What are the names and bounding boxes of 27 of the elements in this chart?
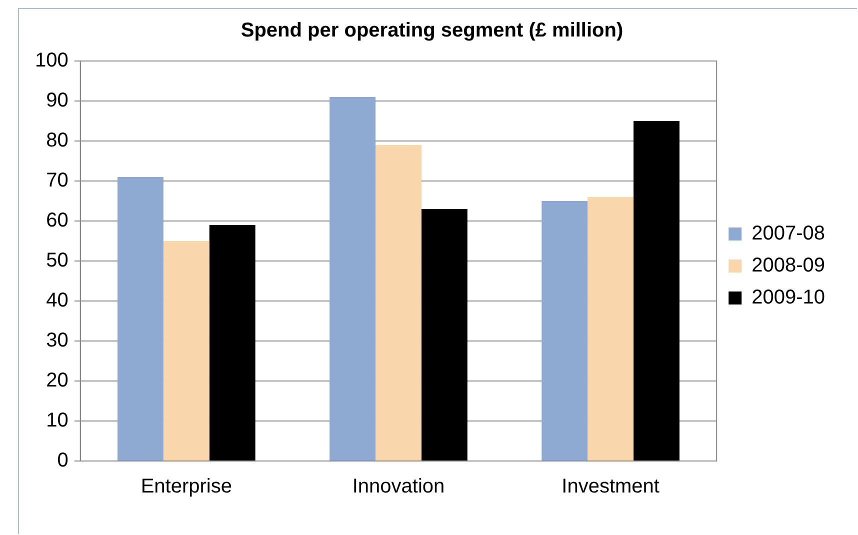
legend-label: 2007-08: [752, 222, 826, 245]
bar: [421, 209, 468, 460]
y-tick-label: 70: [46, 170, 68, 192]
y-tick-label: 60: [46, 210, 68, 232]
legend-label: 2008-09: [752, 254, 826, 277]
y-tick-label: 90: [46, 90, 68, 112]
bar: [634, 121, 680, 460]
chart-title: Spend per operating segment (£ million): [240, 20, 624, 42]
x-tick-label: Innovation: [352, 476, 445, 498]
bar: [117, 177, 164, 460]
bar: [330, 97, 376, 460]
y-tick-label: 100: [34, 50, 68, 72]
x-tick-label: Investment: [562, 476, 660, 498]
bar: [542, 201, 588, 460]
bar: [588, 197, 634, 460]
y-tick-label: 20: [46, 370, 68, 392]
y-tick-label: 30: [46, 330, 68, 352]
y-tick-label: 10: [46, 410, 68, 432]
x-tick-label: Enterprise: [140, 476, 232, 498]
bar: [163, 241, 210, 460]
y-tick-label: 50: [46, 250, 68, 272]
bar: [209, 225, 256, 460]
y-tick-label: 0: [57, 450, 68, 472]
y-tick-label: 80: [46, 130, 68, 152]
y-tick-label: 40: [46, 290, 68, 312]
bar: [376, 145, 422, 460]
legend-label: 2009-10: [752, 286, 826, 309]
